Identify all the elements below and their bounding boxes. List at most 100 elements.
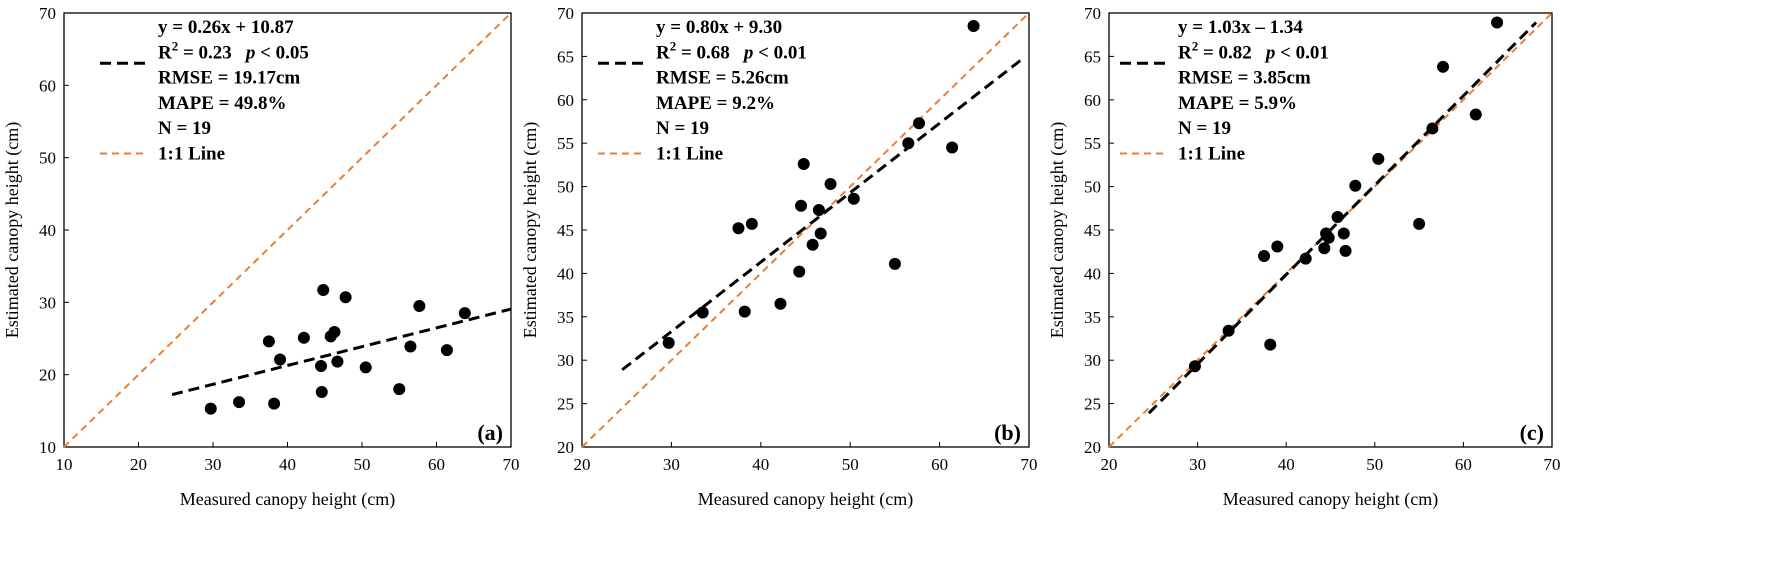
rmse-text: RMSE = 19.17cm <box>158 68 300 89</box>
p-symbol: p <box>244 42 256 63</box>
mape-text: MAPE = 9.2% <box>656 93 775 114</box>
data-point <box>732 222 745 235</box>
y-tick-label: 20 <box>557 438 574 457</box>
data-point <box>745 217 758 230</box>
x-tick-label: 50 <box>354 455 371 474</box>
mape-text: MAPE = 49.8% <box>158 93 287 114</box>
data-point <box>1322 231 1335 244</box>
data-point <box>806 238 819 251</box>
equation-text: y = 0.80x + 9.30 <box>656 17 782 38</box>
data-point <box>315 386 328 399</box>
panel-label: (a) <box>477 420 503 445</box>
data-point <box>339 291 352 304</box>
n-text: N = 19 <box>656 118 709 139</box>
data-point <box>774 297 787 310</box>
r-squared-text: R2 = 0.68 p < 0.01 <box>656 38 807 63</box>
y-axis-label: Estimated canopy height (cm) <box>2 122 23 338</box>
y-tick-label: 20 <box>1084 438 1101 457</box>
data-point <box>1299 252 1312 265</box>
data-point <box>1372 152 1385 165</box>
data-point <box>1437 60 1450 73</box>
x-tick-label: 70 <box>1544 455 1561 474</box>
x-tick-label: 20 <box>130 455 147 474</box>
data-point <box>413 299 426 312</box>
x-tick-label: 50 <box>1366 455 1383 474</box>
data-point <box>913 117 926 130</box>
y-tick-label: 65 <box>557 47 574 66</box>
x-tick-label: 60 <box>428 455 445 474</box>
y-tick-label: 35 <box>557 308 574 327</box>
data-point <box>1349 179 1362 192</box>
panel-label: (c) <box>1520 420 1544 445</box>
one-to-one-label: 1:1 Line <box>1178 144 1245 165</box>
y-tick-label: 35 <box>1084 308 1101 327</box>
x-tick-label: 70 <box>503 455 520 474</box>
y-tick-label: 10 <box>39 438 56 457</box>
x-tick-label: 30 <box>1189 455 1206 474</box>
rmse-text: RMSE = 3.85cm <box>1178 68 1311 89</box>
data-point <box>902 137 915 150</box>
n-text: N = 19 <box>158 118 211 139</box>
data-point <box>814 227 827 240</box>
data-point <box>331 355 344 368</box>
x-tick-label: 30 <box>663 455 680 474</box>
x-tick-label: 30 <box>205 455 222 474</box>
y-tick-label: 60 <box>1084 91 1101 110</box>
data-point <box>1222 324 1235 337</box>
y-tick-label: 70 <box>557 4 574 23</box>
data-point <box>297 331 310 344</box>
y-axis-label: Estimated canopy height (cm) <box>1047 122 1068 338</box>
data-point <box>315 359 328 372</box>
equation-text: y = 0.26x + 10.87 <box>158 17 294 38</box>
y-tick-label: 30 <box>557 351 574 370</box>
x-tick-label: 60 <box>1455 455 1472 474</box>
data-point <box>967 20 980 33</box>
y-tick-label: 70 <box>39 4 56 23</box>
x-axis-label: Measured canopy height (cm) <box>180 489 395 510</box>
data-point <box>696 306 709 319</box>
mape-text: MAPE = 5.9% <box>1178 93 1297 114</box>
one-to-one-label: 1:1 Line <box>158 144 225 165</box>
one-to-one-label: 1:1 Line <box>656 144 723 165</box>
y-tick-label: 45 <box>557 221 574 240</box>
data-point <box>233 396 246 409</box>
data-point <box>795 199 808 212</box>
chart-panel-3: 20 30 40 50 60 70 20 25 30 35 40 45 50 55 60 65 70 Measur… <box>1047 4 1561 510</box>
data-point <box>1413 217 1426 230</box>
x-tick-label: 40 <box>1278 455 1295 474</box>
y-tick-label: 25 <box>1084 395 1101 414</box>
y-tick-label: 70 <box>1084 4 1101 23</box>
y-tick-label: 60 <box>39 76 56 95</box>
y-tick-label: 20 <box>39 366 56 385</box>
r-squared-superscript: 2 <box>670 38 677 53</box>
r-squared-value: = 0.68 <box>676 42 730 63</box>
data-point <box>888 257 901 270</box>
r-squared-value: = 0.82 <box>1198 42 1252 63</box>
p-symbol: p <box>742 42 754 63</box>
data-point <box>274 353 287 366</box>
data-point <box>738 305 751 318</box>
x-tick-label: 40 <box>279 455 296 474</box>
data-point <box>824 177 837 190</box>
r-squared-superscript: 2 <box>172 38 179 53</box>
data-point <box>1331 210 1344 223</box>
one-to-one-line <box>1108 12 1553 448</box>
y-tick-label: 50 <box>1084 178 1101 197</box>
data-point <box>262 335 275 348</box>
panel-label: (b) <box>994 420 1021 445</box>
y-tick-label: 40 <box>39 221 56 240</box>
p-symbol: p <box>1264 42 1276 63</box>
data-point <box>847 192 860 205</box>
one-to-one-line <box>581 12 1030 448</box>
x-tick-label: 50 <box>842 455 859 474</box>
x-axis-label: Measured canopy height (cm) <box>698 489 913 510</box>
p-value: < 0.01 <box>753 42 807 63</box>
data-point <box>440 344 453 357</box>
y-tick-label: 50 <box>39 149 56 168</box>
data-point <box>797 158 810 171</box>
y-axis-label: Estimated canopy height (cm) <box>520 122 541 338</box>
data-point <box>1491 16 1504 29</box>
data-point <box>204 402 217 415</box>
data-point <box>812 204 825 217</box>
